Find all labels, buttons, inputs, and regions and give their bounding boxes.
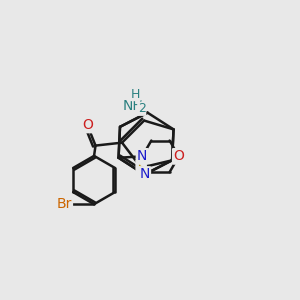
Text: Br: Br [56, 197, 72, 211]
Text: H: H [130, 88, 140, 100]
Text: S: S [137, 161, 146, 175]
Text: N: N [140, 167, 150, 182]
Text: O: O [82, 118, 93, 132]
Text: NH: NH [122, 99, 143, 113]
Text: 2: 2 [138, 102, 146, 115]
Text: N: N [137, 149, 147, 164]
Text: O: O [173, 149, 184, 164]
